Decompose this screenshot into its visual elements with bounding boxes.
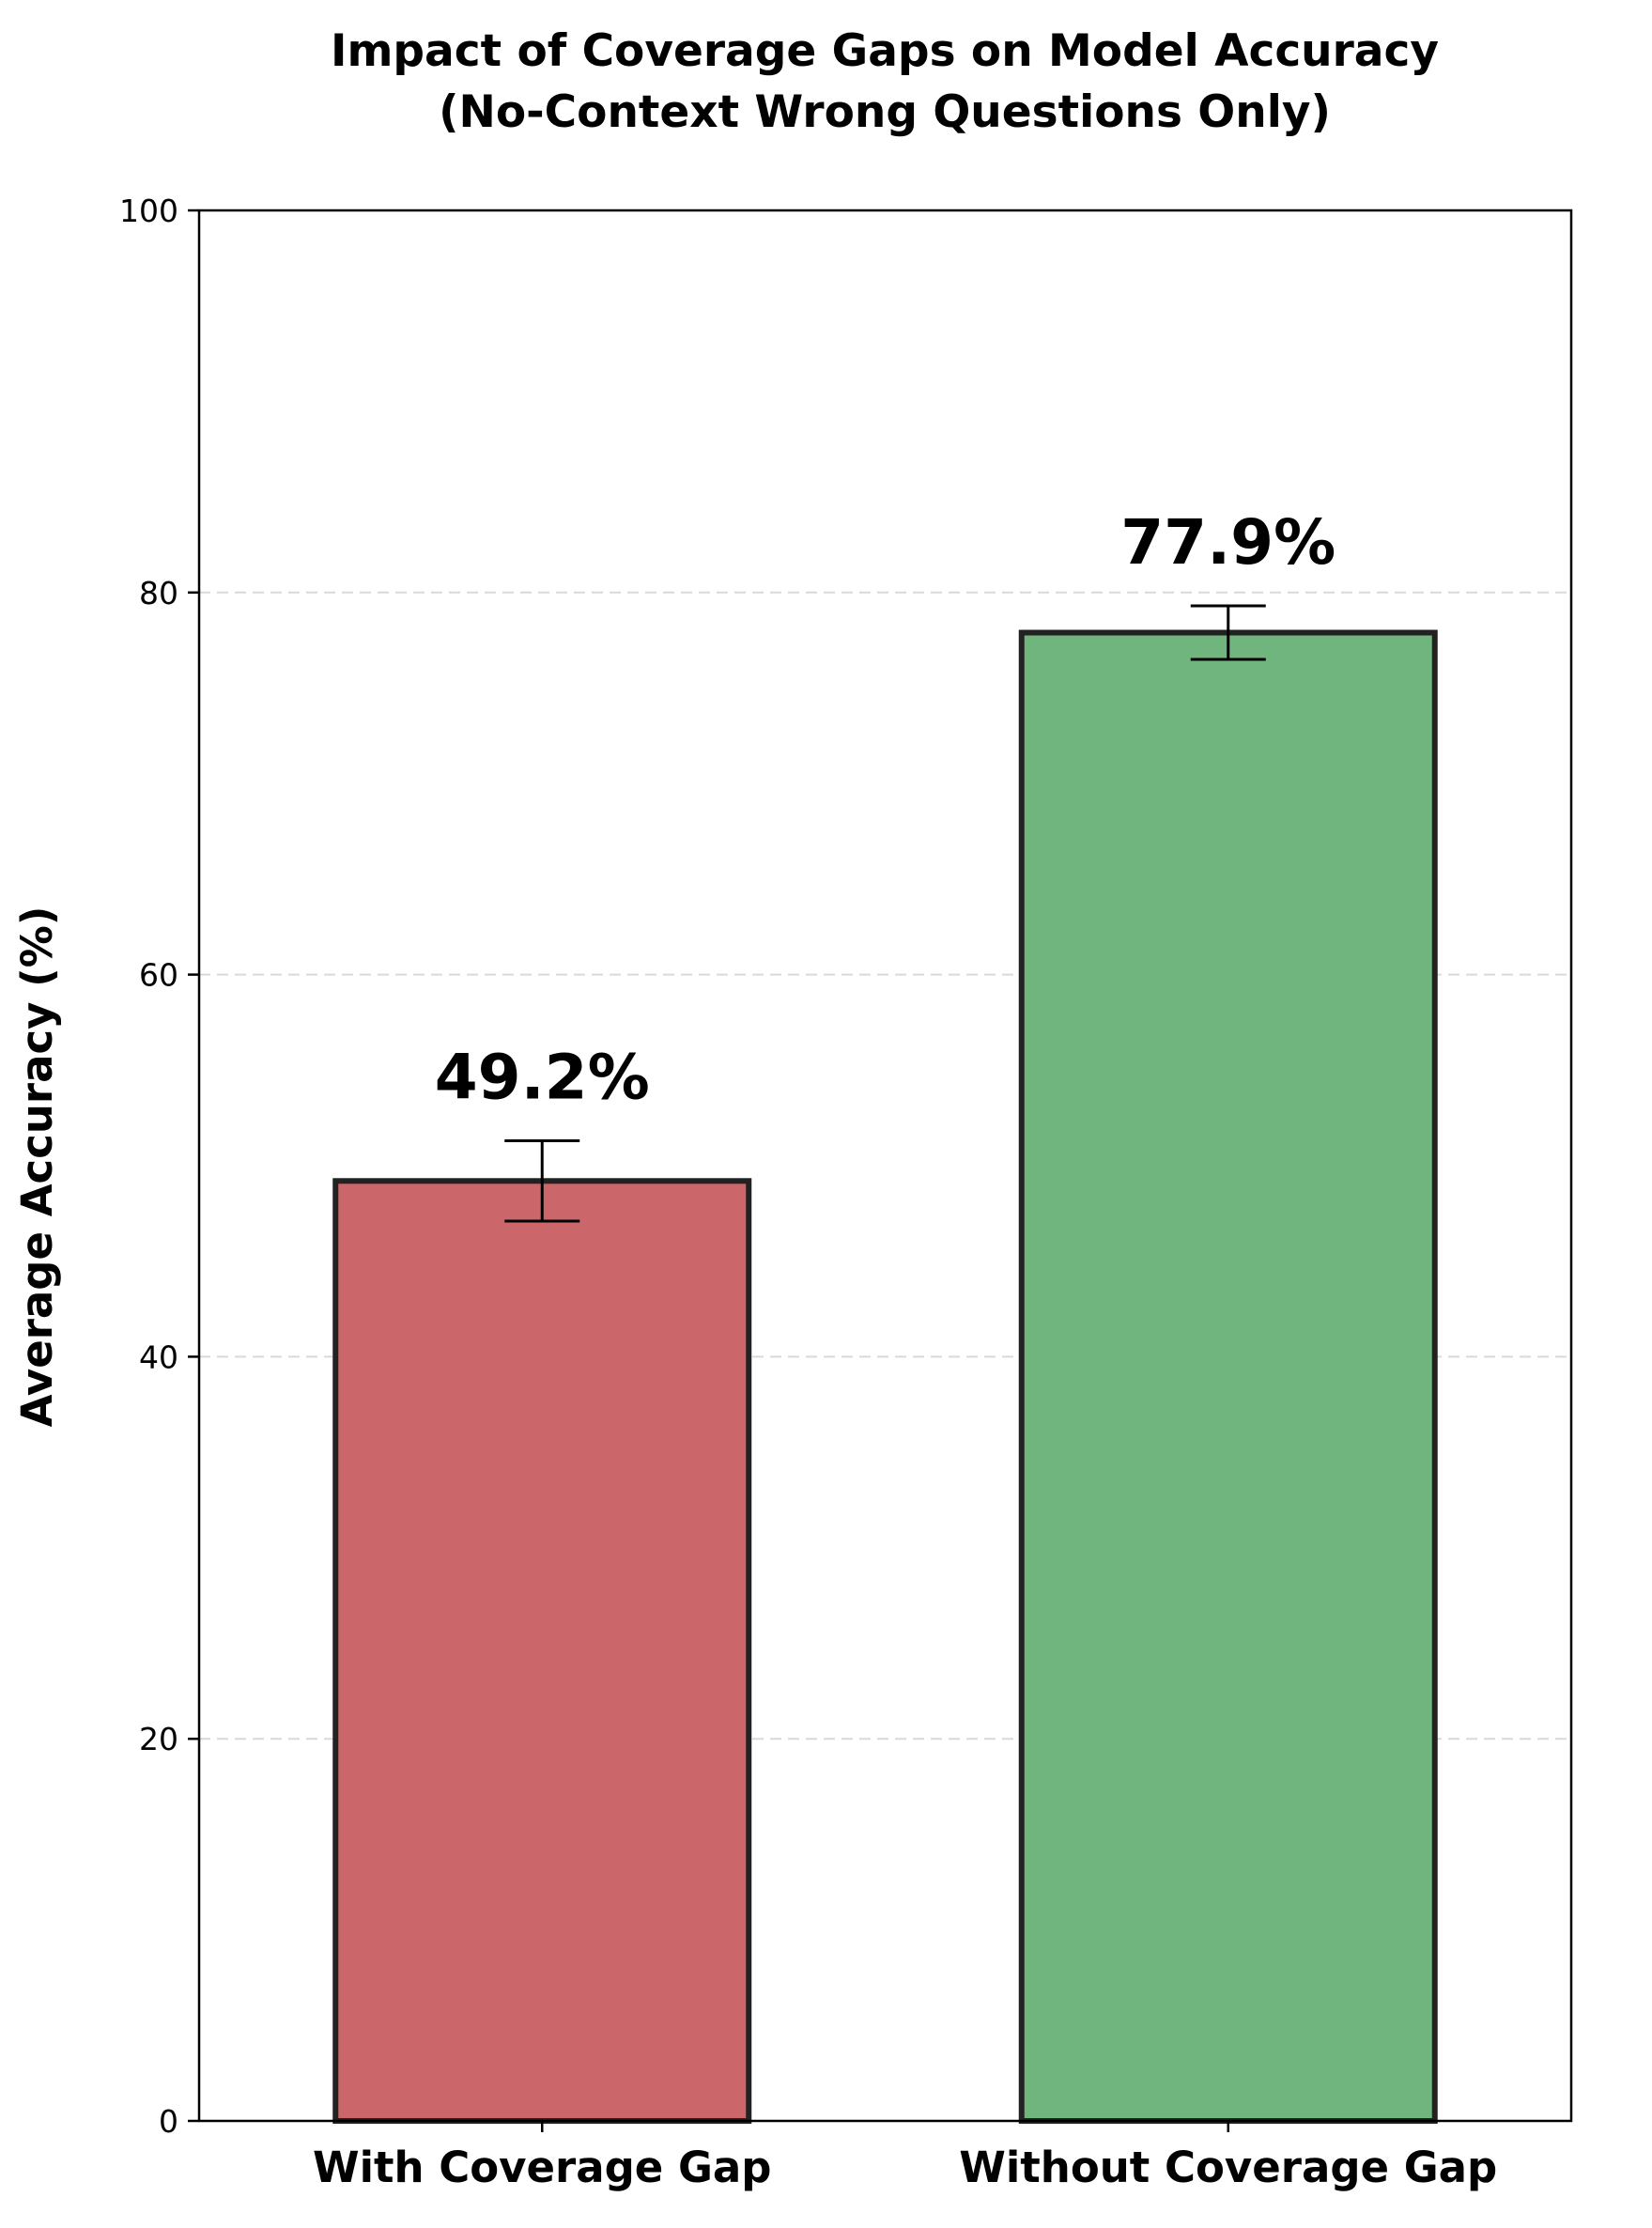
bars: [332, 629, 1438, 2124]
bar-1: [332, 1178, 752, 2124]
y-tick-label-60: 60: [139, 957, 178, 994]
x-axis: With Coverage Gap Without Coverage Gap: [313, 2121, 1497, 2192]
x-tick-label-1: With Coverage Gap: [313, 2143, 772, 2192]
y-tick-label-0: 0: [159, 2103, 178, 2140]
y-tick-label-20: 20: [139, 1721, 178, 1757]
value-label-1: 49.2%: [435, 1042, 650, 1114]
bar-2: [1018, 629, 1438, 2124]
chart-subtitle: (No-Context Wrong Questions Only): [439, 86, 1331, 138]
y-tick-label-80: 80: [139, 575, 178, 611]
value-labels: 49.2% 77.9%: [435, 506, 1335, 1114]
y-axis-label: Average Accuracy (%): [12, 906, 62, 1428]
error-bars: [504, 604, 1266, 1223]
y-axis: 0 20 40 60 80 100: [119, 193, 199, 2140]
chart-title: Impact of Coverage Gaps on Model Accurac…: [331, 25, 1439, 77]
value-label-2: 77.9%: [1120, 506, 1335, 579]
x-tick-label-2: Without Coverage Gap: [959, 2143, 1497, 2192]
y-tick-label-40: 40: [139, 1338, 178, 1375]
y-tick-label-100: 100: [119, 193, 178, 229]
plot-frame: [197, 209, 1573, 2123]
